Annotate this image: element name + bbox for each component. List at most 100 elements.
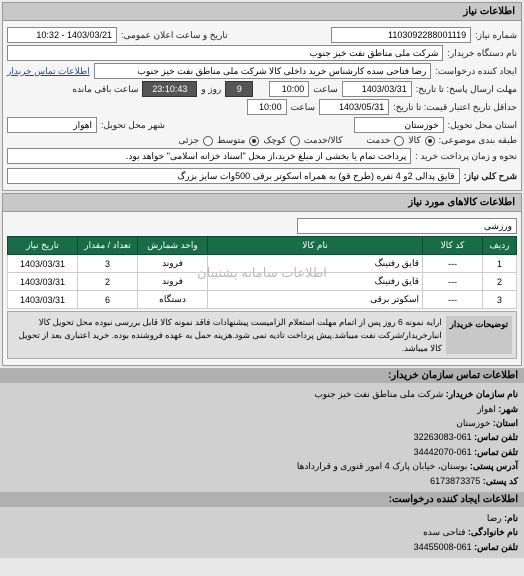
goods-table: ردیف کد کالا نام کالا واحد شمارش تعداد /… xyxy=(7,236,517,309)
c-prov: خوزستان xyxy=(456,418,490,428)
c-post: 6173873375 xyxy=(430,476,480,486)
table-row: 2---قایق رفتینگفروند21403/03/31 xyxy=(8,273,517,291)
goods-header: اطلاعات کالاهای مورد نیاز xyxy=(3,194,521,212)
reply-deadline-label: مهلت ارسال پاسخ: تا تاریخ: xyxy=(416,84,517,95)
time-remain-label: ساعت باقی مانده xyxy=(72,84,138,95)
need-title-label: شرح کلی نیاز: xyxy=(464,171,517,182)
announce-date-label: تاریخ و ساعت اعلان عمومی: xyxy=(121,30,228,41)
table-cell: 3 xyxy=(483,291,517,309)
need-info-header: اطلاعات نیاز xyxy=(3,3,521,21)
radio-medium[interactable] xyxy=(249,136,259,146)
c-org-label: نام سازمان خریدار: xyxy=(446,389,518,399)
need-info-panel: اطلاعات نیاز شماره نیاز: 110309228800111… xyxy=(2,2,522,191)
c-city-label: شهر: xyxy=(498,404,518,414)
creator-header: اطلاعات ایجاد کننده درخواست: xyxy=(0,492,524,507)
buyer-org-field: شرکت ملی مناطق نفت خیز جنوب xyxy=(7,45,443,61)
c-name-label: نام: xyxy=(504,513,518,523)
c-ctel-label: تلفن تماس: xyxy=(474,542,518,552)
table-cell: قایق رفتینگ xyxy=(208,255,423,273)
days-remain-field: 9 xyxy=(225,81,253,97)
c-lname: فتاحی سده xyxy=(423,527,465,537)
c-org: شرکت ملی مناطق نفت خیز جنوب xyxy=(314,389,443,399)
table-cell: 1403/03/31 xyxy=(8,273,78,291)
table-cell: --- xyxy=(423,291,483,309)
requester-field: رضا فتاحی سده کارشناس خرید داخلی کالا شر… xyxy=(94,63,432,79)
reply-hour-field: 10:00 xyxy=(269,81,309,97)
c-city: اهواز xyxy=(477,404,496,414)
pkg-goods-label: کالا xyxy=(408,135,420,146)
th-row: ردیف xyxy=(483,237,517,255)
announce-date-field: 1403/03/21 - 10:32 xyxy=(7,27,117,43)
size-small-label: کوچک xyxy=(263,135,286,146)
th-date: تاریخ نیاز xyxy=(8,237,78,255)
table-cell: دستگاه xyxy=(138,291,208,309)
size-label: کالا/خدمت xyxy=(304,135,343,146)
table-cell: 6 xyxy=(78,291,138,309)
table-cell: فروند xyxy=(138,255,208,273)
size-medium-label: متوسط xyxy=(217,135,245,146)
delivery-city-label: شهر محل تحویل: xyxy=(101,120,165,131)
c-tel: 061-32263083 xyxy=(414,432,472,442)
radio-goods[interactable] xyxy=(425,136,435,146)
valid-until-label: حداقل تاریخ اعتبار قیمت: تا تاریخ: xyxy=(393,102,517,113)
valid-hour-field: 10:00 xyxy=(247,99,287,115)
size-large-label: جزئی xyxy=(178,135,199,146)
buyer-org-label: نام دستگاه خریدار: xyxy=(447,48,517,59)
delivery-state-field: خوزستان xyxy=(354,117,444,133)
payment-label: نحوه و زمان پرداخت خرید : xyxy=(415,151,517,162)
table-cell: 1403/03/31 xyxy=(8,291,78,309)
table-cell: --- xyxy=(423,273,483,291)
table-cell: اسکوتر برقی xyxy=(208,291,423,309)
delivery-city-field: اهواز xyxy=(7,117,97,133)
table-row: 1---قایق رفتینگفروند31403/03/31 xyxy=(8,255,517,273)
radio-large[interactable] xyxy=(203,136,213,146)
c-name: رضا xyxy=(487,513,502,523)
need-title-field: قایق پدالی 2و 4 نفره (طرح قو) به همراه ا… xyxy=(7,168,460,184)
days-remain-label: روز و xyxy=(201,84,221,95)
table-cell: 1 xyxy=(483,255,517,273)
buyer-desc-label: توضیحات خریدار xyxy=(446,316,512,354)
contact-panel: اطلاعات تماس سازمان خریدار: نام سازمان خ… xyxy=(0,368,524,558)
pkg-type-label: طبقه بندی موضوعی: xyxy=(439,135,517,146)
table-cell: فروند xyxy=(138,273,208,291)
contact-header: اطلاعات تماس سازمان خریدار: xyxy=(0,368,524,383)
payment-field: پرداخت تمام یا بخشی از مبلغ خرید،از محل … xyxy=(7,148,411,164)
table-row: 3---اسکوتر برقیدستگاه61403/03/31 xyxy=(8,291,517,309)
table-cell: 1403/03/31 xyxy=(8,255,78,273)
table-header-row: ردیف کد کالا نام کالا واحد شمارش تعداد /… xyxy=(8,237,517,255)
buyer-desc-text: ارایه نمونه 6 روز پس از اتمام مهلت استعل… xyxy=(12,316,446,354)
goods-panel: اطلاعات کالاهای مورد نیاز ورزشی ردیف کد … xyxy=(2,193,522,366)
pkg-service-label: خدمت xyxy=(366,135,390,146)
th-name: نام کالا xyxy=(208,237,423,255)
c-fax: 061-34442070 xyxy=(414,447,472,457)
reply-date-field: 1403/03/31 xyxy=(342,81,412,97)
c-addr-label: آدرس پستی: xyxy=(470,461,518,471)
table-cell: 2 xyxy=(483,273,517,291)
valid-hour-label: ساعت xyxy=(291,102,316,113)
radio-service[interactable] xyxy=(394,136,404,146)
requester-label: ایجاد کننده درخواست: xyxy=(435,66,517,77)
radio-small[interactable] xyxy=(290,136,300,146)
req-no-label: شماره نیاز: xyxy=(475,30,517,41)
table-cell: قایق رفتینگ xyxy=(208,273,423,291)
reply-hour-label: ساعت xyxy=(313,84,338,95)
buyer-desc-box: توضیحات خریدار ارایه نمونه 6 روز پس از ا… xyxy=(7,311,517,359)
c-post-label: کد پستی: xyxy=(483,476,518,486)
table-cell: 2 xyxy=(78,273,138,291)
valid-date-field: 1403/05/31 xyxy=(319,99,389,115)
th-qty: تعداد / مقدار xyxy=(78,237,138,255)
th-unit: واحد شمارش xyxy=(138,237,208,255)
c-tel-label: تلفن تماس: xyxy=(474,432,518,442)
c-lname-label: نام خانوادگی: xyxy=(468,527,518,537)
buyer-contact-link[interactable]: اطلاعات تماس خریدار xyxy=(7,66,90,77)
time-remain-field: 23:10:43 xyxy=(142,81,197,97)
delivery-state-label: استان محل تحویل: xyxy=(448,120,517,131)
c-ctel: 061-34455008 xyxy=(414,542,472,552)
c-prov-label: استان: xyxy=(493,418,518,428)
sport-field: ورزشی xyxy=(297,218,517,234)
th-code: کد کالا xyxy=(423,237,483,255)
table-cell: --- xyxy=(423,255,483,273)
table-cell: 3 xyxy=(78,255,138,273)
c-fax-label: تلفن تماس: xyxy=(474,447,518,457)
req-no-field: 1103092288001119 xyxy=(331,27,471,43)
